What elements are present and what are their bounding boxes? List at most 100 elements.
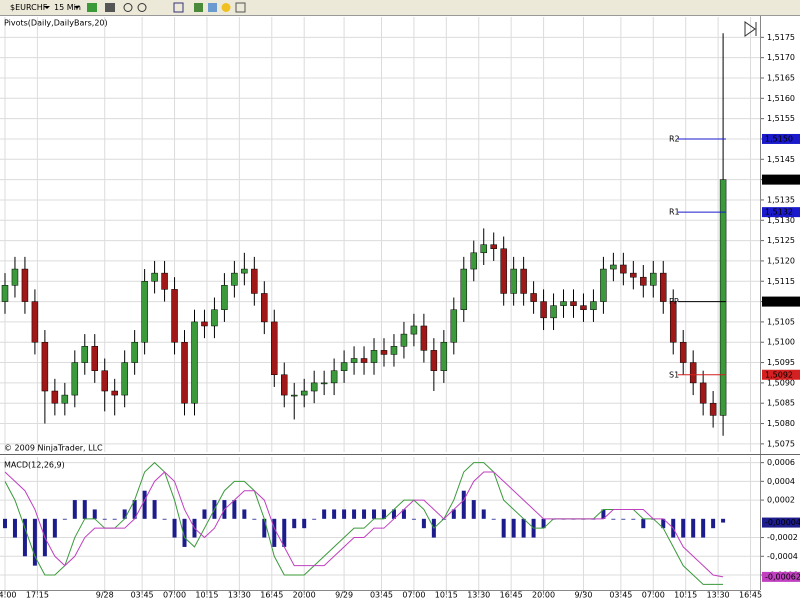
candle-body: [650, 272, 657, 286]
candle-body: [111, 390, 118, 396]
alert-button[interactable]: [221, 3, 231, 12]
histogram-bar: [242, 509, 247, 519]
candle-body: [360, 358, 368, 363]
candle-body: [61, 394, 69, 404]
x-tick-label: 16:45: [260, 591, 283, 600]
y-tick-label: 1,5165: [767, 73, 795, 82]
histogram-bar: [102, 518, 107, 520]
macd-line: [4, 461, 724, 585]
y-tick-label: 1,5170: [767, 53, 795, 62]
y-tick-label: 1,5125: [767, 236, 795, 245]
candle-body: [590, 301, 597, 310]
y-tick-label: 1,5130: [767, 216, 795, 225]
histogram-bar: [451, 509, 456, 519]
candle-body: [470, 252, 478, 270]
histogram-bar: [381, 509, 386, 519]
histogram-bar: [481, 509, 486, 519]
candle-body: [51, 390, 59, 404]
x-tick-label: 03:45: [370, 591, 393, 600]
candle-body: [490, 244, 497, 249]
dropdown-arrow[interactable]: [74, 6, 80, 9]
x-tick-label: 17:15: [26, 591, 49, 600]
y-tick-label: 1,5160: [767, 94, 795, 103]
histogram-bar: [352, 509, 357, 519]
histogram-bar: [52, 518, 57, 538]
y-tick-label: 1,5135: [767, 195, 795, 204]
y-tick-label: 1,5090: [767, 378, 795, 387]
candle-body: [21, 268, 29, 302]
histogram-bar: [292, 518, 297, 529]
y-tick-label: 1,5105: [767, 317, 795, 326]
strategy-button[interactable]: [208, 3, 217, 12]
histogram-bar: [172, 518, 177, 538]
candle-body: [460, 268, 468, 310]
candle-body: [320, 382, 328, 385]
y-tick-label: -0,0002: [767, 533, 798, 542]
interval-selector[interactable]: 15 Min: [54, 3, 81, 12]
x-tick-label: 13:30: [707, 591, 730, 600]
candle-body: [530, 293, 537, 302]
candle-body: [580, 305, 587, 310]
x-tick-label: 20:00: [293, 591, 316, 600]
symbol-selector[interactable]: $EURCHF: [10, 3, 48, 12]
value-marker: [762, 517, 800, 528]
candle-body: [81, 346, 89, 363]
candle-body: [719, 179, 727, 416]
properties-button[interactable]: [173, 2, 184, 13]
zoom-out-button[interactable]: [137, 3, 147, 12]
histogram-bar: [152, 500, 157, 519]
candle-body: [290, 394, 298, 397]
histogram-bar: [471, 500, 476, 519]
histogram-bar: [12, 518, 17, 538]
price-marker: [762, 296, 800, 307]
bar-type-button[interactable]: [87, 3, 97, 12]
histogram-bar: [162, 518, 167, 520]
histogram-bar: [302, 518, 307, 529]
histogram-bar: [521, 518, 526, 538]
histogram-bar: [661, 518, 666, 529]
candle-body: [171, 289, 178, 343]
histogram-bar: [232, 500, 237, 519]
candle-body: [161, 272, 168, 290]
draw-tool-button[interactable]: [105, 3, 115, 12]
indicator-title: MACD(12,26,9): [4, 461, 65, 470]
histogram-bar: [32, 518, 37, 566]
histogram-bar: [501, 518, 506, 538]
scroll-end-button[interactable]: [744, 21, 757, 37]
histogram-bar: [421, 518, 426, 529]
indicator-button[interactable]: [194, 3, 203, 12]
histogram-bar: [372, 509, 377, 519]
histogram-bar: [312, 518, 317, 520]
x-tick-label: 9/30: [574, 591, 592, 600]
candle-body: [201, 321, 208, 327]
candle-body: [181, 341, 188, 404]
candle-body: [669, 301, 677, 343]
data-box-button[interactable]: [235, 2, 246, 13]
candle-body: [151, 272, 158, 282]
candle-body: [610, 264, 617, 270]
histogram-bar: [721, 518, 726, 523]
histogram-bar: [411, 518, 416, 520]
histogram-bar: [272, 518, 277, 547]
histogram-bar: [72, 500, 77, 519]
candle-body: [540, 301, 547, 319]
dropdown-arrow[interactable]: [44, 6, 50, 9]
zoom-in-button[interactable]: [123, 3, 133, 12]
histogram-bar: [391, 509, 396, 519]
histogram-bar: [362, 509, 367, 519]
price-marker-label: 1,5110: [765, 297, 793, 306]
value-marker-label: -0,00062: [765, 572, 800, 581]
histogram-bar: [621, 518, 626, 520]
candle-body: [500, 248, 507, 294]
candle-body: [709, 402, 717, 416]
candle-body: [560, 301, 567, 306]
candle-body: [340, 362, 348, 371]
macd-line: [4, 471, 724, 578]
x-tick-label: 07:00: [402, 591, 425, 600]
candle-body: [350, 358, 358, 363]
y-tick-label: -0,0004: [767, 552, 798, 561]
candle-body: [191, 321, 198, 404]
candle-body: [420, 325, 428, 351]
y-tick-label: 1,5085: [767, 399, 795, 408]
x-tick-label: 13:30: [228, 591, 251, 600]
